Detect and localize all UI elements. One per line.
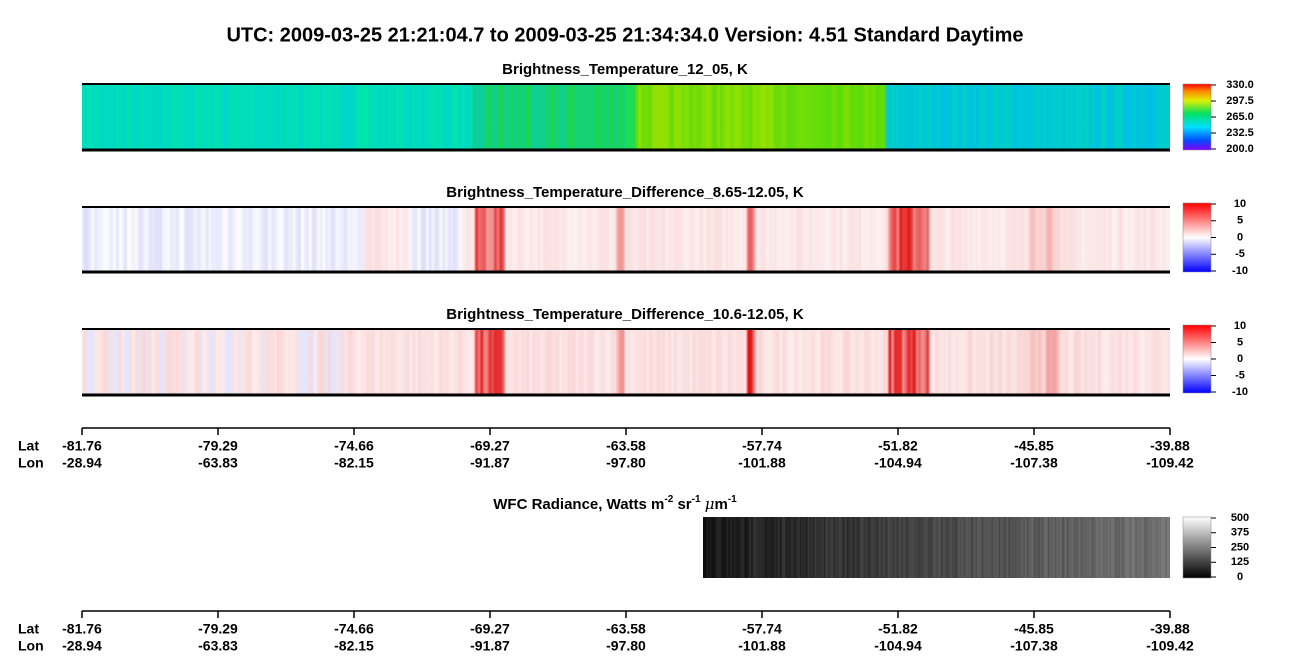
lat-tick-label: -74.66 bbox=[334, 438, 374, 454]
lon-tick-label: -104.94 bbox=[874, 455, 922, 471]
colorbar-label: -5 bbox=[1235, 248, 1245, 260]
heatmap bbox=[703, 517, 1170, 578]
lat-tick-label: -51.82 bbox=[878, 438, 918, 454]
colorbar bbox=[1182, 83, 1212, 151]
lat-tick-label: -74.66 bbox=[334, 621, 374, 637]
lon-tick-label: -97.80 bbox=[606, 455, 646, 471]
lon-label: Lon bbox=[18, 638, 44, 654]
colorbar bbox=[1182, 202, 1212, 273]
lat-tick-label: -39.88 bbox=[1150, 438, 1190, 454]
colorbar bbox=[1182, 516, 1212, 579]
colorbar-label: 125 bbox=[1231, 556, 1249, 568]
colorbar-label: 250 bbox=[1231, 541, 1249, 553]
heatmap bbox=[82, 84, 1170, 150]
lon-tick-label: -63.83 bbox=[198, 455, 238, 471]
title-part: -2 bbox=[664, 494, 673, 505]
colorbar-label: 500 bbox=[1231, 512, 1249, 524]
title-part: WFC Radiance, Watts m bbox=[493, 496, 664, 513]
colorbar-label: 5 bbox=[1237, 215, 1243, 227]
lon-tick-label: -107.38 bbox=[1010, 638, 1058, 654]
lon-tick-label: -109.42 bbox=[1146, 455, 1194, 471]
lat-tick-label: -57.74 bbox=[742, 621, 782, 637]
lat-label: Lat bbox=[18, 621, 39, 637]
lat-tick-label: -63.58 bbox=[606, 438, 646, 454]
colorbar-label: 10 bbox=[1234, 320, 1246, 332]
lat-tick-label: -81.76 bbox=[62, 438, 102, 454]
title-part: sr bbox=[673, 496, 692, 513]
lat-tick-label: -57.74 bbox=[742, 438, 782, 454]
lon-tick-label: -91.87 bbox=[470, 455, 510, 471]
lat-tick-label: -63.58 bbox=[606, 621, 646, 637]
lon-tick-label: -109.42 bbox=[1146, 638, 1194, 654]
lat-tick-label: -51.82 bbox=[878, 621, 918, 637]
heatmap bbox=[82, 207, 1170, 272]
lat-tick-label: -45.85 bbox=[1014, 621, 1054, 637]
lat-tick-label: -69.27 bbox=[470, 621, 510, 637]
lat-tick-label: -79.29 bbox=[198, 438, 238, 454]
heatmap bbox=[82, 329, 1170, 395]
lon-label: Lon bbox=[18, 455, 44, 471]
lon-tick-label: -91.87 bbox=[470, 638, 510, 654]
colorbar-label: 232.5 bbox=[1226, 127, 1254, 139]
panel-title: Brightness_Temperature_Difference_8.65-1… bbox=[446, 184, 804, 201]
lon-tick-label: -82.15 bbox=[334, 638, 374, 654]
colorbar-label: 10 bbox=[1234, 198, 1246, 210]
colorbar-label: 265.0 bbox=[1226, 111, 1254, 123]
title-part: -1 bbox=[728, 494, 737, 505]
colorbar-label: 5 bbox=[1237, 336, 1243, 348]
panel-title: Brightness_Temperature_12_05, K bbox=[502, 61, 748, 78]
lat-label: Lat bbox=[18, 438, 39, 454]
colorbar-label: -5 bbox=[1235, 369, 1245, 381]
colorbar-label: 0 bbox=[1237, 571, 1243, 583]
colorbar-label: 0 bbox=[1237, 353, 1243, 365]
lat-tick-label: -39.88 bbox=[1150, 621, 1190, 637]
colorbar-label: 0 bbox=[1237, 231, 1243, 243]
figure-title: UTC: 2009-03-25 21:21:04.7 to 2009-03-25… bbox=[226, 24, 1023, 46]
lon-tick-label: -28.94 bbox=[62, 455, 102, 471]
lon-tick-label: -107.38 bbox=[1010, 455, 1058, 471]
lon-tick-label: -97.80 bbox=[606, 638, 646, 654]
lat-tick-label: -45.85 bbox=[1014, 438, 1054, 454]
lon-tick-label: -101.88 bbox=[738, 638, 786, 654]
colorbar-label: 375 bbox=[1231, 527, 1249, 539]
lon-tick-label: -28.94 bbox=[62, 638, 102, 654]
colorbar-label: 297.5 bbox=[1226, 95, 1254, 107]
colorbar-label: -10 bbox=[1232, 386, 1248, 398]
lon-tick-label: -101.88 bbox=[738, 455, 786, 471]
lon-tick-label: -104.94 bbox=[874, 638, 922, 654]
lat-tick-label: -81.76 bbox=[62, 621, 102, 637]
title-part: -1 bbox=[692, 494, 701, 505]
colorbar-label: 200.0 bbox=[1226, 143, 1254, 155]
lat-tick-label: -69.27 bbox=[470, 438, 510, 454]
lon-tick-label: -82.15 bbox=[334, 455, 374, 471]
title-part: μ bbox=[705, 495, 715, 513]
panel-title: WFC Radiance, Watts m-2 sr-1 μm-1 bbox=[493, 494, 737, 513]
colorbar-label: 330.0 bbox=[1226, 79, 1254, 91]
title-part: m bbox=[714, 496, 727, 513]
colorbar-label: -10 bbox=[1232, 265, 1248, 277]
lon-tick-label: -63.83 bbox=[198, 638, 238, 654]
lat-tick-label: -79.29 bbox=[198, 621, 238, 637]
colorbar bbox=[1182, 324, 1212, 394]
panel-title: Brightness_Temperature_Difference_10.6-1… bbox=[446, 306, 804, 323]
